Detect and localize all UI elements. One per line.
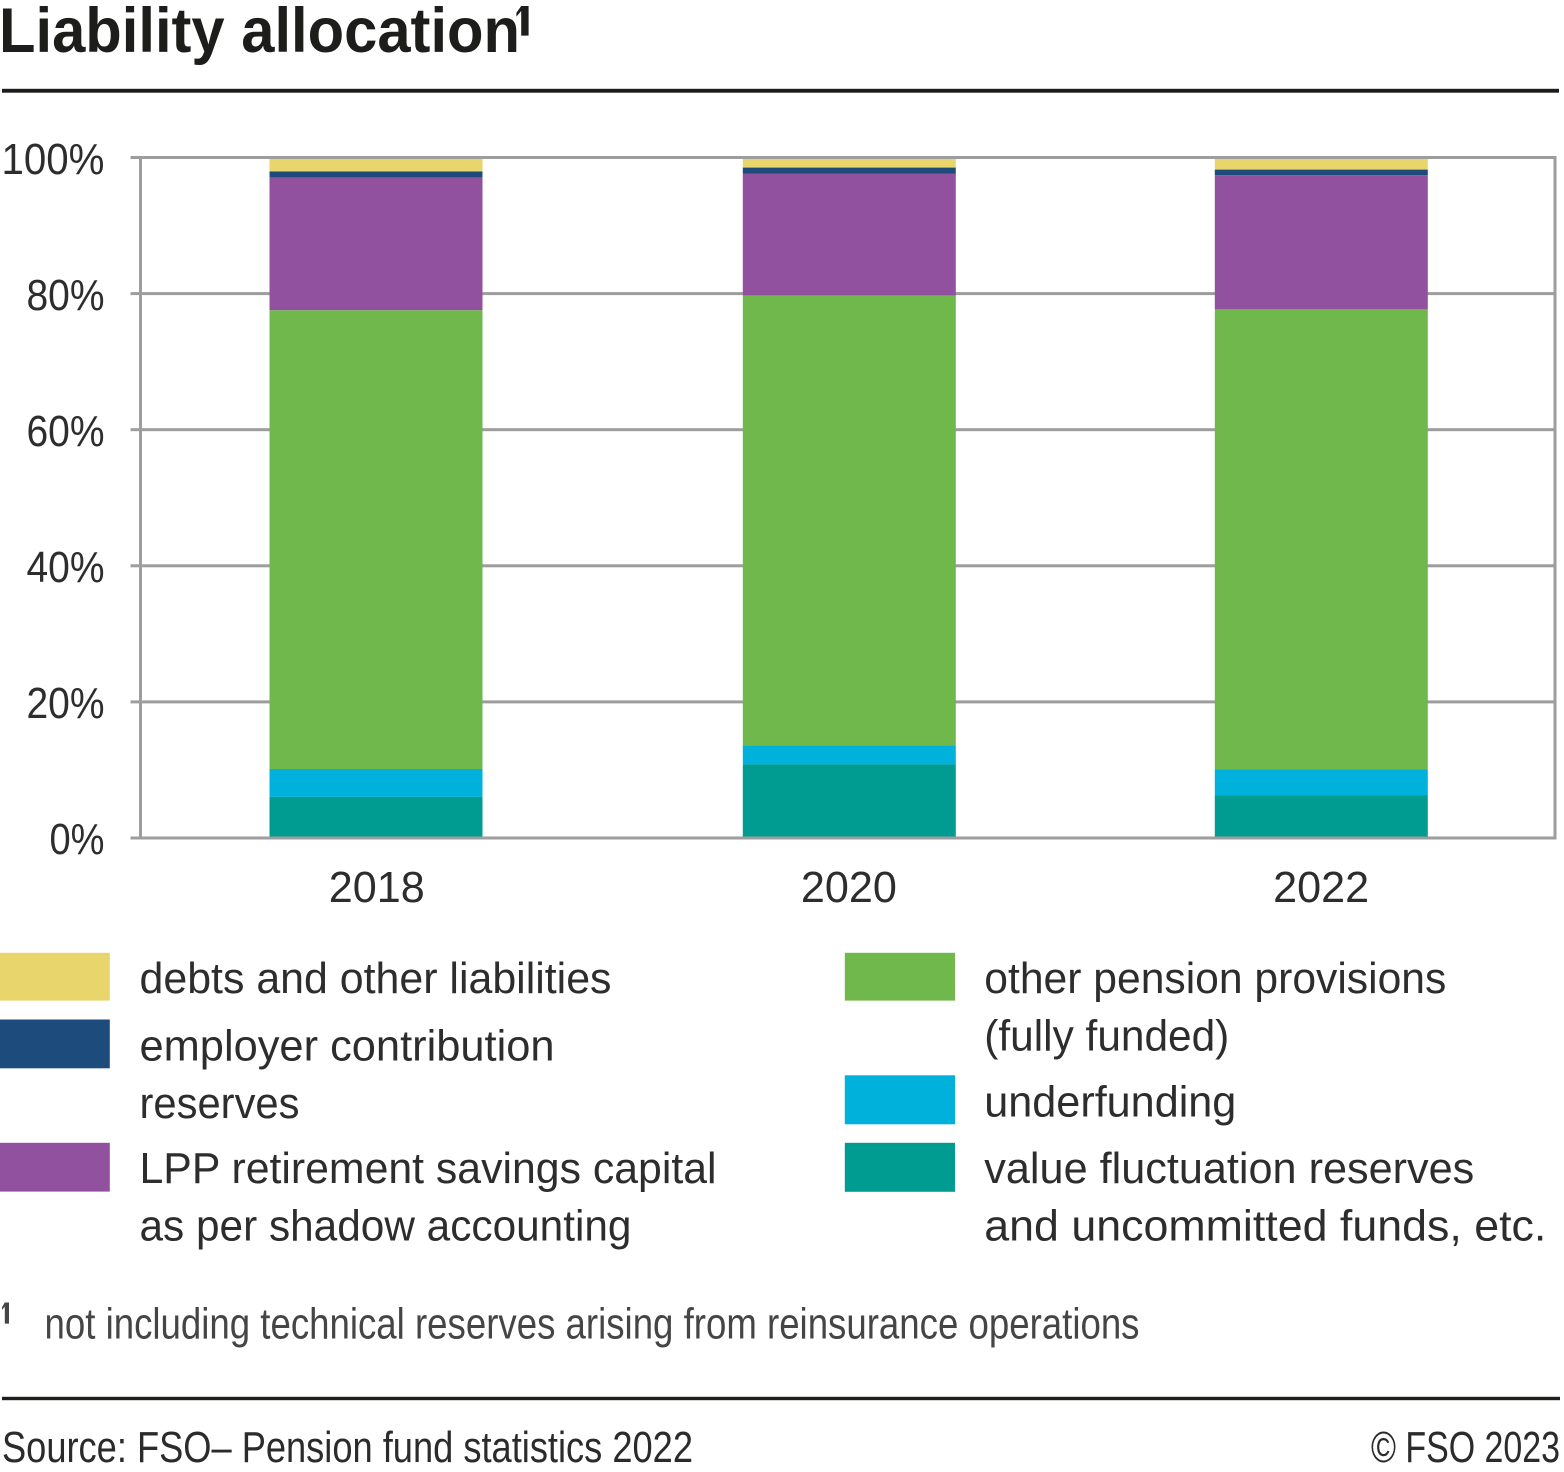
svg-text:other pension provisions: other pension provisions: [984, 954, 1446, 1003]
svg-text:20%: 20%: [27, 679, 105, 728]
svg-text:60%: 60%: [27, 407, 105, 456]
svg-text:value fluctuation reserves: value fluctuation reserves: [984, 1144, 1474, 1193]
svg-text:(fully funded): (fully funded): [984, 1012, 1229, 1061]
svg-text:underfunding: underfunding: [984, 1078, 1236, 1127]
svg-text:LPP retirement savings capital: LPP retirement savings capital: [140, 1144, 717, 1193]
svg-text:2018: 2018: [329, 863, 425, 912]
svg-text:2022: 2022: [1273, 863, 1369, 912]
svg-text:Liability allocation: Liability allocation: [0, 0, 520, 66]
svg-text:40%: 40%: [27, 543, 105, 592]
svg-text:80%: 80%: [27, 271, 105, 320]
svg-text:and uncommitted funds, etc.: and uncommitted funds, etc.: [984, 1202, 1546, 1251]
svg-text:© FSO 2023: © FSO 2023: [1371, 1423, 1560, 1472]
svg-text:employer contribution: employer contribution: [140, 1022, 555, 1071]
svg-text:100%: 100%: [2, 135, 105, 184]
svg-text:debts and other liabilities: debts and other liabilities: [140, 954, 612, 1003]
svg-text:2020: 2020: [801, 863, 897, 912]
svg-text:not including technical reserv: not including technical reserves arising…: [45, 1300, 1140, 1349]
svg-text:as per shadow accounting: as per shadow accounting: [140, 1202, 632, 1251]
svg-text:Source: FSO– Pension fund stat: Source: FSO– Pension fund statistics 202…: [2, 1423, 693, 1472]
svg-text:reserves: reserves: [140, 1079, 300, 1128]
svg-text:0%: 0%: [50, 815, 105, 864]
